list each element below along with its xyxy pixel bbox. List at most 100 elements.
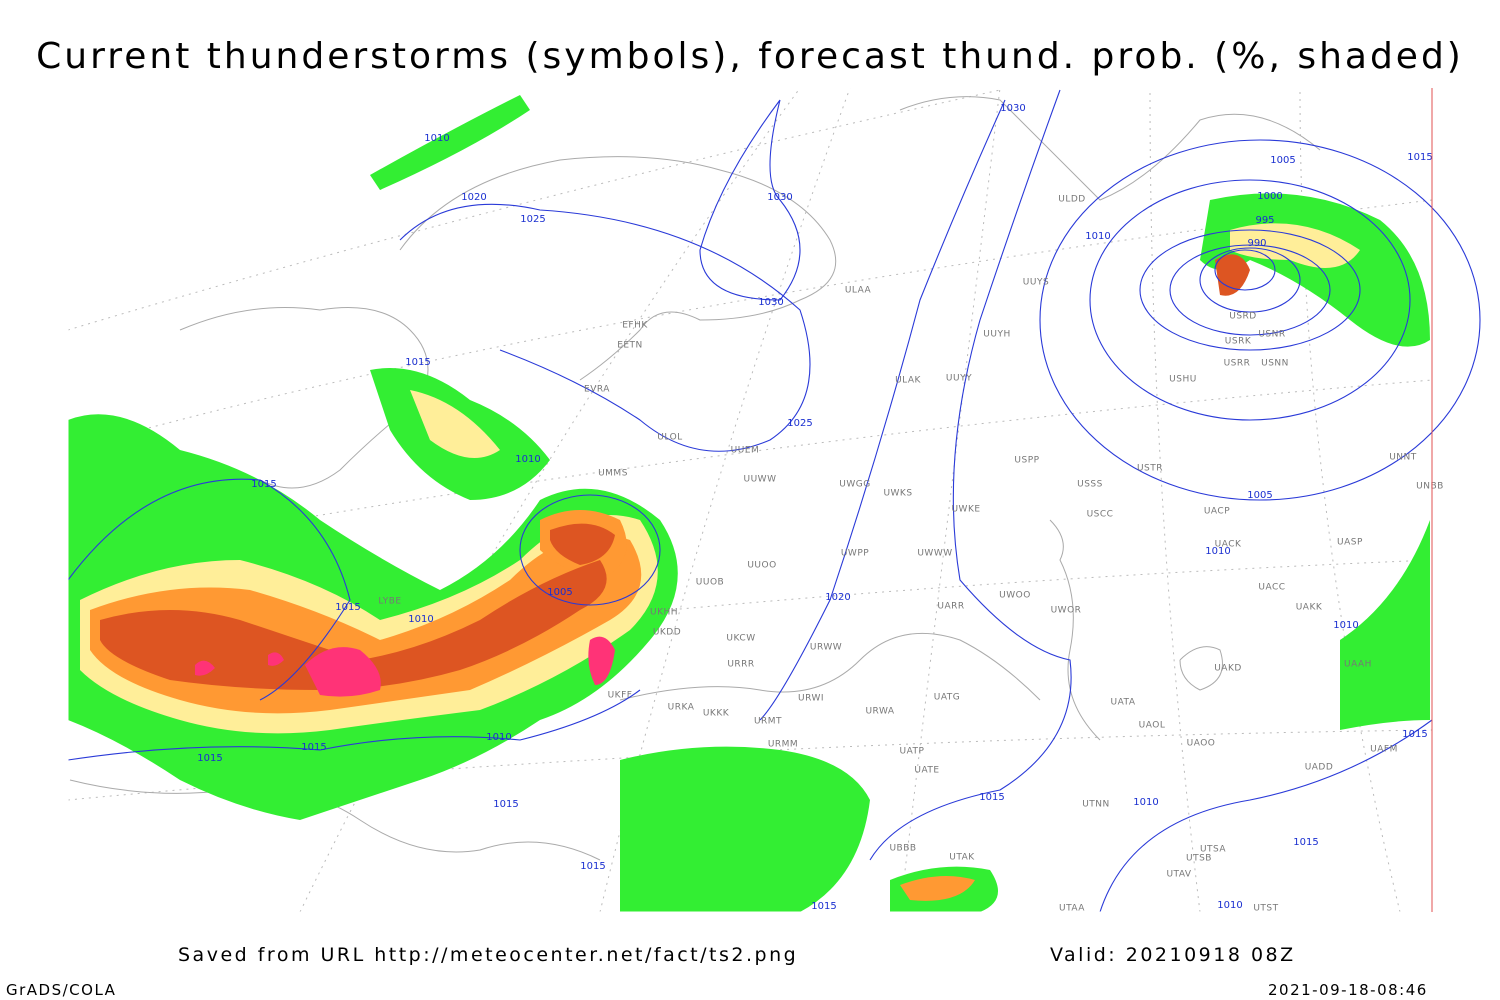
isobar-label: 1010 <box>1085 231 1110 242</box>
isobar-label: 1015 <box>1293 837 1318 848</box>
station-code: UWGG <box>839 480 870 490</box>
station-code: UASP <box>1337 538 1363 548</box>
isobar-label: 1015 <box>1402 729 1427 740</box>
isobar-label: 1010 <box>1205 546 1230 557</box>
isobar-label: 1000 <box>1257 191 1282 202</box>
valid-time: Valid: 20210918 08Z <box>1050 944 1296 966</box>
station-code: UKFF <box>608 691 633 701</box>
isobar-label: 1015 <box>580 861 605 872</box>
station-code: USNR <box>1258 330 1285 340</box>
coastlines <box>69 96 1321 861</box>
isobar-label: 1015 <box>335 602 360 613</box>
isobar-label: 1015 <box>197 753 222 764</box>
isobar-label: 1015 <box>493 799 518 810</box>
station-code: UATE <box>914 766 939 776</box>
station-code: URMM <box>768 740 798 750</box>
station-code: UKDD <box>653 628 681 638</box>
station-code: UWKS <box>883 489 912 499</box>
isobar-label: 1010 <box>1217 900 1242 911</box>
station-code: UUYH <box>983 330 1010 340</box>
isobar-label: 1010 <box>515 454 540 465</box>
station-code: UUEM <box>731 446 760 456</box>
station-code: UTSB <box>1186 854 1212 864</box>
isobar-label: 1015 <box>405 357 430 368</box>
isobar-label: 1025 <box>520 214 545 225</box>
station-code: ULAK <box>895 376 921 386</box>
station-code: UADD <box>1305 763 1334 773</box>
station-code: UKCW <box>726 634 755 644</box>
station-code: UTAV <box>1166 870 1191 880</box>
station-code: UWOO <box>999 591 1031 601</box>
isobar-label: 1030 <box>1000 103 1025 114</box>
station-code: UARR <box>937 602 964 612</box>
station-code: UUYS <box>1023 278 1049 288</box>
isobar-label: 1020 <box>461 192 486 203</box>
station-code: USPP <box>1014 456 1039 466</box>
isobar-label: 1025 <box>787 418 812 429</box>
station-code: EFHK <box>622 321 648 331</box>
station-code: UUOO <box>747 561 776 571</box>
station-code: UACK <box>1215 540 1242 550</box>
software: GrADS/COLA <box>6 981 116 999</box>
station-code: URMT <box>754 717 782 727</box>
probability-shading <box>68 95 1430 912</box>
station-code: UTAK <box>949 853 975 863</box>
station-code: USTR <box>1137 464 1163 474</box>
isobar-label: 1010 <box>1333 620 1358 631</box>
station-code: UNNT <box>1389 453 1417 463</box>
station-code: USRD <box>1229 312 1256 322</box>
station-code: UUWW <box>744 475 777 485</box>
isobar-label: 1010 <box>486 732 511 743</box>
station-code: UAKD <box>1214 664 1242 674</box>
station-code: UAKK <box>1296 603 1323 613</box>
station-code: UTNN <box>1082 800 1110 810</box>
station-code: URWW <box>810 643 842 653</box>
station-code: ULAA <box>845 286 872 296</box>
isobar-label: 995 <box>1255 215 1274 226</box>
station-code: UKHH <box>650 608 678 618</box>
saved-url: Saved from URL http://meteocenter.net/fa… <box>178 944 798 966</box>
station-code: URWA <box>865 707 894 717</box>
timestamp: 2021-09-18-08:46 <box>1268 981 1428 999</box>
isobar-label: 1010 <box>1133 797 1158 808</box>
map-area: 1030 1010 1020 1025 1030 1030 1005 1000 995 990 10… <box>67 87 1481 914</box>
station-code: EETN <box>617 341 643 351</box>
station-code: UWOR <box>1051 606 1082 616</box>
station-code: USRR <box>1224 359 1251 369</box>
isobar-label: 1005 <box>1247 490 1272 501</box>
station-code: URRR <box>727 660 754 670</box>
station-code: UTST <box>1253 904 1278 914</box>
station-code: USSS <box>1077 480 1103 490</box>
isobar-label: 1030 <box>767 192 792 203</box>
isobar-label: 1015 <box>979 792 1004 803</box>
station-code: UACC <box>1258 583 1285 593</box>
station-code: UBBB <box>889 844 916 854</box>
isobar-labels: 1030 1010 1020 1025 1030 1030 1005 1000 995 990 10… <box>197 103 1432 912</box>
isobar-label: 1005 <box>547 587 572 598</box>
title: Current thunderstorms (symbols), forecas… <box>36 36 1464 77</box>
station-code: USCC <box>1087 510 1114 520</box>
station-labels: EFHK EETN EVRA ULOL UMMS UUEM UUWW ULAA ULDD UUYS… <box>378 195 1443 914</box>
station-code: USNN <box>1261 359 1289 369</box>
isobar-label: 1010 <box>408 614 433 625</box>
station-code: UWWW <box>917 549 952 559</box>
isobar-label: 1015 <box>301 742 326 753</box>
station-code: UUOB <box>696 578 724 588</box>
station-code: UUYY <box>946 374 972 384</box>
station-code: UATG <box>934 693 961 703</box>
station-code: UTAA <box>1059 904 1085 914</box>
station-code: USHU <box>1169 375 1197 385</box>
station-code: UAFM <box>1370 745 1398 755</box>
isobar-label: 1020 <box>825 592 850 603</box>
station-code: EVRA <box>584 385 610 395</box>
isobars <box>67 89 1481 913</box>
station-code: UKKK <box>703 709 730 719</box>
isobar-label: 1005 <box>1270 155 1295 166</box>
station-code: UAAH <box>1344 660 1372 670</box>
station-code: UATP <box>900 747 925 757</box>
isobar-label: 1015 <box>1407 152 1432 163</box>
station-code: UAOO <box>1187 739 1216 749</box>
station-code: UNBB <box>1416 482 1444 492</box>
